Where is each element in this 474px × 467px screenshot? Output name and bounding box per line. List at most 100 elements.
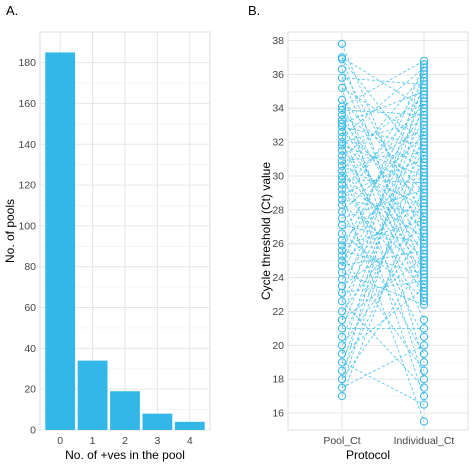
point-pool-ct xyxy=(337,175,347,184)
pair-line xyxy=(341,204,425,268)
point-pool-ct xyxy=(337,132,347,142)
pair-line xyxy=(341,87,425,363)
pair-line xyxy=(341,250,425,267)
pair-line xyxy=(341,151,425,162)
pair-line xyxy=(341,136,425,255)
x-tick-label: 4 xyxy=(187,435,193,447)
pair-line xyxy=(341,178,425,184)
pair-line xyxy=(341,194,425,422)
panel-a-label: A. xyxy=(6,3,18,18)
y-tick-label: 40 xyxy=(24,343,36,355)
pair-line xyxy=(341,155,425,285)
y-tick-label: 20 xyxy=(272,340,284,352)
y-ticks-a: 0 20 40 60 80 100 120 140 160 180 xyxy=(18,57,36,436)
bar-0 xyxy=(45,52,76,431)
pair-line xyxy=(341,185,425,397)
point-pool-ct xyxy=(337,315,347,325)
pair-line xyxy=(341,77,425,85)
pair-line xyxy=(341,255,425,371)
point-individual-ct xyxy=(419,324,429,333)
pair-line xyxy=(341,211,425,354)
point-pool-ct xyxy=(337,383,347,392)
points-b xyxy=(337,39,429,426)
y-tick-label: 18 xyxy=(272,374,284,386)
y-tick-label: 32 xyxy=(272,137,284,149)
point-pool-ct xyxy=(337,127,347,137)
point-pool-ct xyxy=(337,161,347,170)
point-pool-ct xyxy=(337,110,347,120)
y-tick-label: 140 xyxy=(18,139,36,151)
x-ticks-a: 0 1 2 3 4 xyxy=(57,435,193,447)
point-pool-ct xyxy=(337,195,347,204)
pair-line xyxy=(341,126,425,380)
y-ticks-b: 16 18 20 22 24 26 28 30 32 34 36 38 xyxy=(272,35,284,420)
y-tick-label: 60 xyxy=(24,302,36,314)
pair-line xyxy=(341,233,425,299)
point-individual-ct xyxy=(419,375,429,384)
pair-line xyxy=(341,189,425,292)
pair-line xyxy=(341,165,425,207)
point-pool-ct xyxy=(337,180,347,189)
y-tick-label: 16 xyxy=(272,408,284,420)
pair-line xyxy=(341,160,425,397)
point-pool-ct xyxy=(337,102,347,111)
pair-line xyxy=(341,121,425,143)
y-tick-label: 36 xyxy=(272,69,284,81)
point-pool-ct xyxy=(337,392,347,401)
pair-line xyxy=(341,87,425,251)
point-individual-ct xyxy=(419,300,429,309)
pair-line xyxy=(341,126,425,146)
point-pool-ct xyxy=(337,190,347,199)
point-individual-ct xyxy=(419,349,429,358)
pair-line xyxy=(341,57,425,295)
pair-line xyxy=(341,224,425,245)
pair-line xyxy=(341,109,425,116)
point-pool-ct xyxy=(337,105,347,115)
point-pool-ct xyxy=(337,39,347,48)
point-pool-ct xyxy=(337,54,347,64)
y-tick-label: 80 xyxy=(24,261,36,273)
plot-panel-b xyxy=(287,31,469,431)
point-pool-ct xyxy=(337,297,347,306)
pair-line xyxy=(341,184,425,238)
pair-line xyxy=(341,123,425,278)
y-tick-label: 38 xyxy=(272,35,284,47)
bar-4 xyxy=(174,421,205,430)
bar-chart-pools: 0 20 40 60 80 100 120 140 160 180 0 1 2 3 4 No. of +v… xyxy=(3,31,211,462)
pair-line xyxy=(341,114,425,170)
panel-b-label: B. xyxy=(248,3,260,18)
y-tick-label: 120 xyxy=(18,180,36,192)
x-tick-label: Individual_Ct xyxy=(394,435,455,447)
pair-line xyxy=(341,141,425,321)
pair-line xyxy=(341,344,425,389)
pair-line xyxy=(341,280,425,294)
bar-3 xyxy=(142,413,173,430)
point-individual-ct xyxy=(419,315,429,325)
y-tick-label: 100 xyxy=(18,220,36,232)
point-pool-ct xyxy=(337,358,347,367)
y-tick-label: 0 xyxy=(30,425,36,437)
point-individual-ct xyxy=(419,341,429,350)
point-individual-ct xyxy=(419,332,429,341)
point-pool-ct xyxy=(337,141,347,150)
x-tick-label: Pool_Ct xyxy=(323,435,360,447)
point-pool-ct xyxy=(337,366,347,375)
x-axis-label-a: No. of +ves in the pool xyxy=(65,448,185,462)
y-tick-label: 22 xyxy=(272,306,284,318)
y-tick-label: 160 xyxy=(18,98,36,110)
pair-line xyxy=(341,175,425,338)
point-pool-ct xyxy=(337,256,347,265)
point-pool-ct xyxy=(337,349,347,358)
point-individual-ct xyxy=(419,417,429,426)
point-pool-ct xyxy=(337,171,347,181)
pair-line xyxy=(341,74,425,172)
pair-line xyxy=(341,199,425,214)
point-pool-ct xyxy=(337,241,347,250)
bars-a xyxy=(45,52,205,431)
pair-line xyxy=(341,165,425,241)
point-pool-ct xyxy=(337,307,347,316)
pair-line xyxy=(341,179,425,338)
pair-line xyxy=(341,64,425,266)
pair-line xyxy=(341,119,425,224)
point-individual-ct xyxy=(419,400,429,409)
